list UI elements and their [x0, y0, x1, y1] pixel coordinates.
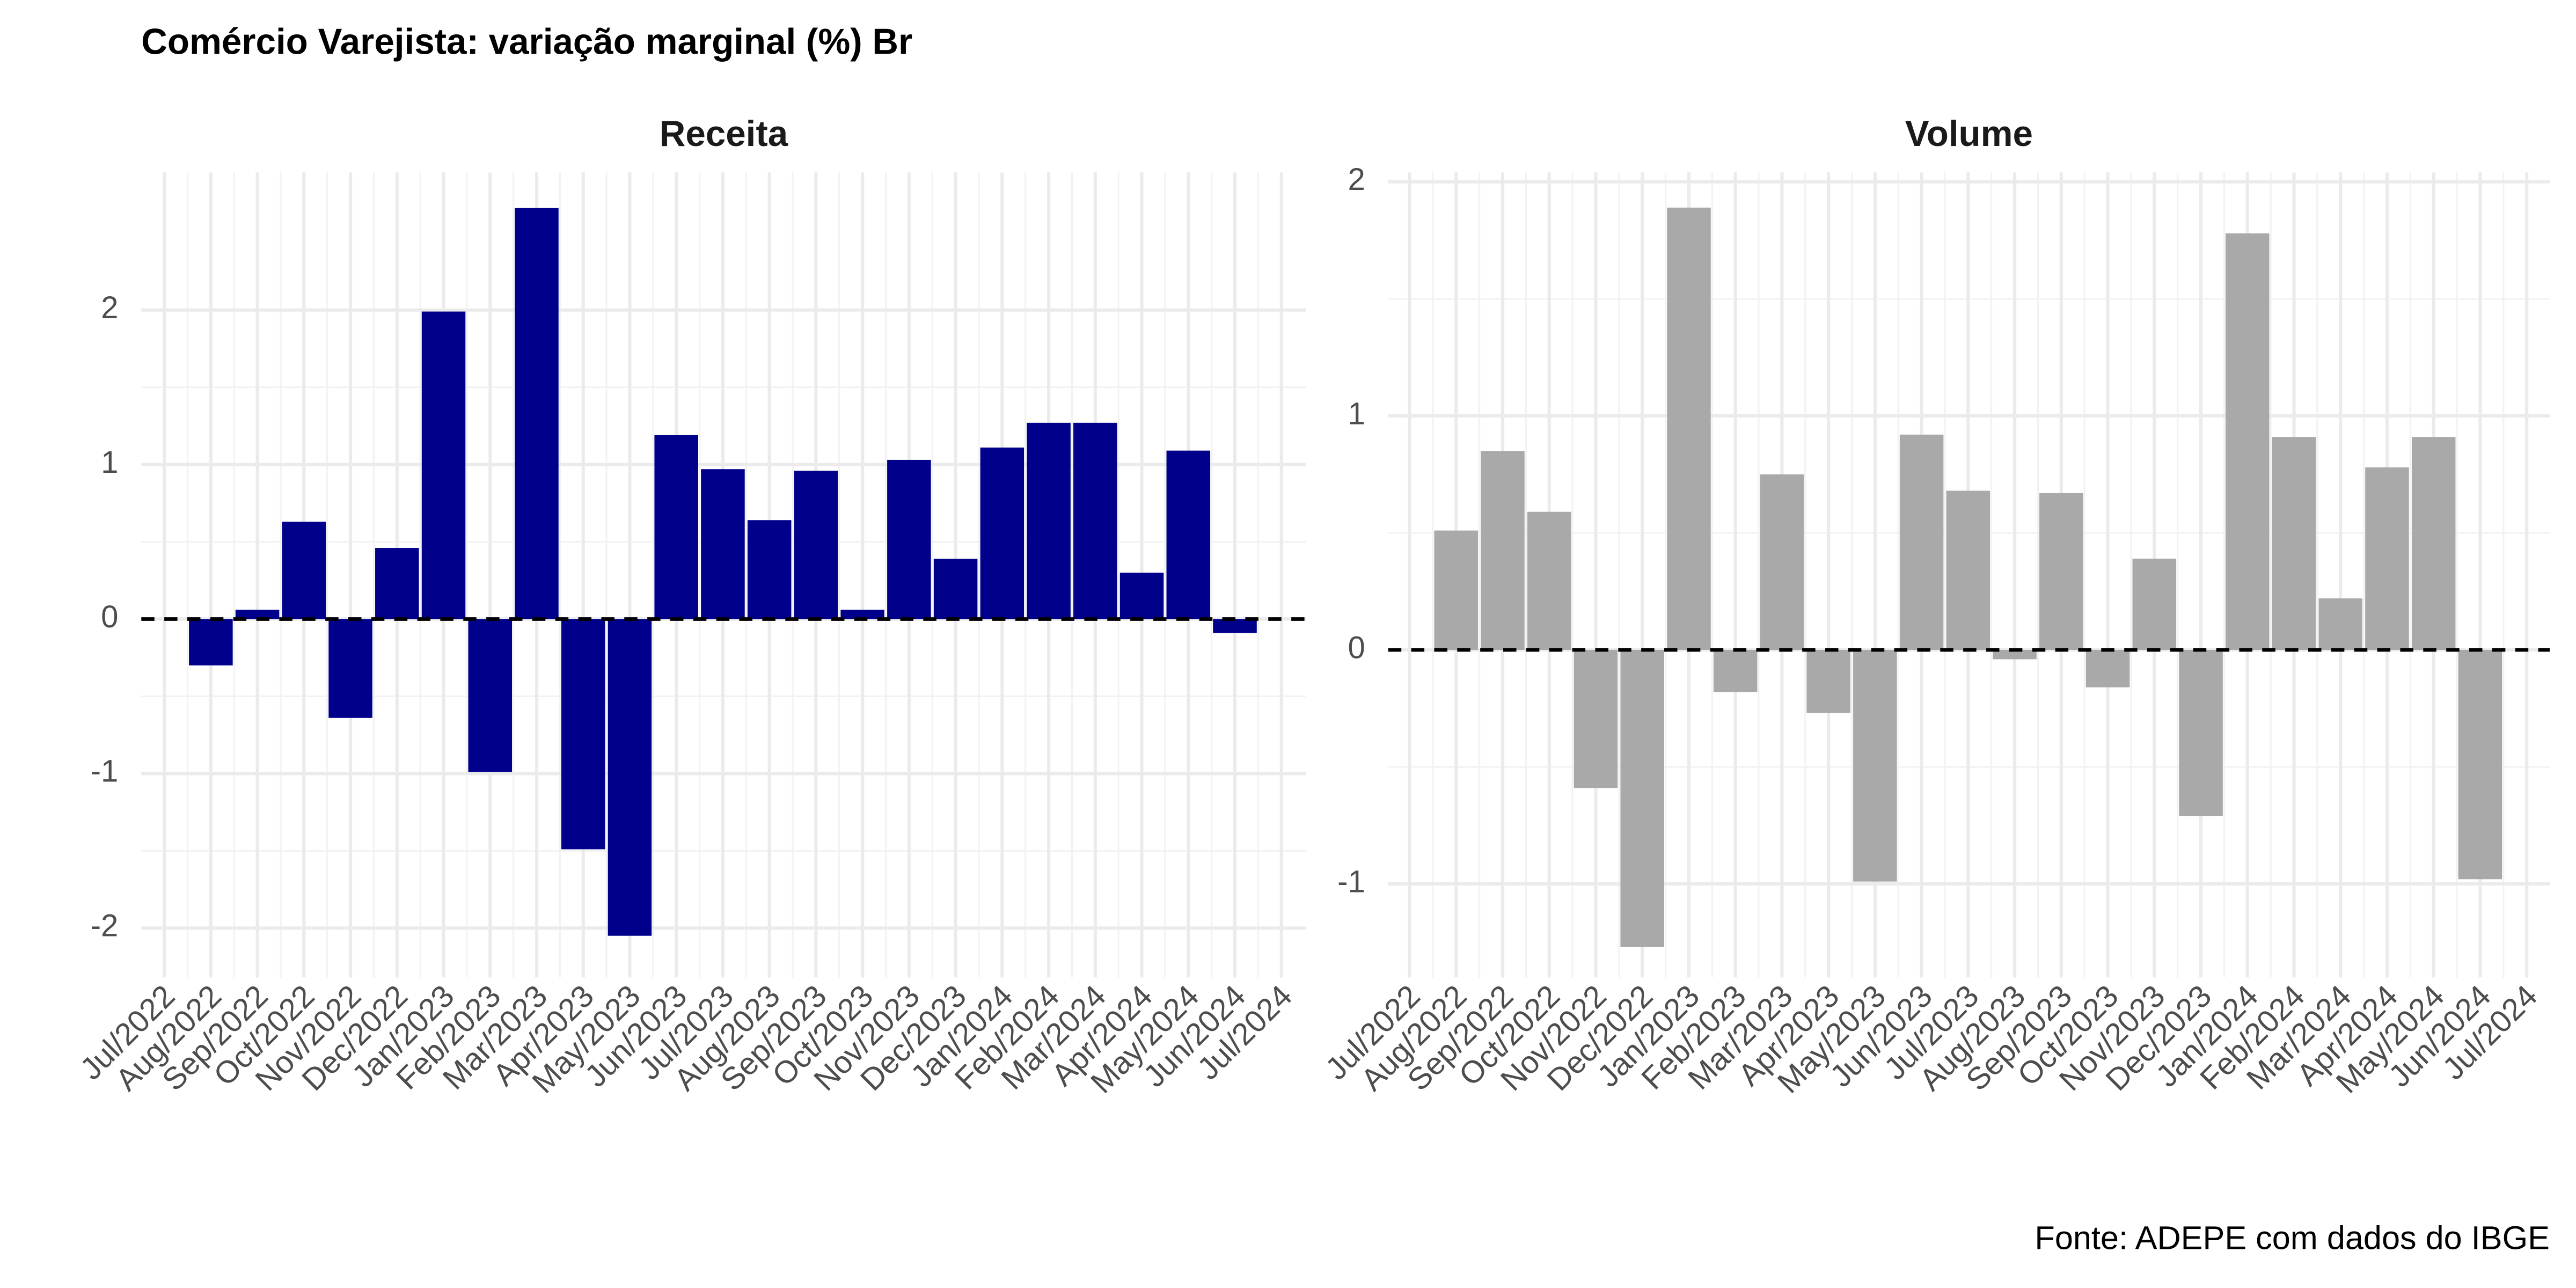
y-tick-label: -1	[91, 754, 119, 789]
bar	[2318, 598, 2362, 650]
bar	[421, 311, 466, 619]
y-tick-label: 0	[1348, 630, 1365, 665]
bar	[1993, 649, 2037, 660]
bar	[1574, 649, 1618, 788]
bar	[468, 619, 513, 772]
bar	[1760, 474, 1804, 650]
bar	[1946, 491, 1990, 650]
panel-title: Receita	[660, 114, 788, 154]
y-tick-label: 2	[101, 290, 118, 325]
bar	[2272, 437, 2316, 650]
y-tick-label: -2	[91, 909, 119, 943]
bar	[887, 459, 931, 619]
bar	[1027, 422, 1071, 619]
bar	[1073, 422, 1117, 619]
y-tick-label: 2	[1348, 162, 1365, 197]
caption: Fonte: ADEPE com dados do IBGE	[2035, 1219, 2550, 1256]
bar	[189, 619, 233, 665]
bar	[2458, 649, 2502, 880]
bar	[1213, 619, 1257, 633]
bar	[2225, 233, 2270, 650]
bar	[515, 208, 559, 619]
chart-title: Comércio Varejista: variação marginal (%…	[141, 21, 912, 62]
bar	[2365, 467, 2409, 650]
bar	[1713, 649, 1758, 692]
bar	[1166, 450, 1211, 619]
bar	[1434, 530, 1479, 650]
bar	[1806, 649, 1850, 713]
bar	[282, 522, 326, 619]
bar	[561, 619, 605, 850]
bar	[1481, 451, 1525, 650]
bar	[235, 610, 280, 619]
bar	[2039, 493, 2083, 650]
bar	[840, 610, 884, 619]
y-tick-label: 1	[1348, 396, 1365, 431]
bar	[2085, 649, 2130, 687]
y-tick-label: 0	[101, 599, 118, 634]
y-tick-label: 1	[101, 445, 118, 480]
bar	[375, 548, 419, 619]
bar	[654, 435, 698, 619]
bar	[2132, 558, 2177, 650]
bar	[608, 619, 652, 936]
bar	[1853, 649, 1897, 882]
bar	[1899, 434, 1944, 650]
bar	[1620, 649, 1664, 947]
bar	[1527, 511, 1571, 650]
bar	[2179, 649, 2223, 816]
panel-title: Volume	[1905, 114, 2033, 154]
bar	[933, 559, 978, 619]
bar	[2411, 437, 2456, 650]
bar	[1667, 207, 1711, 650]
bar	[328, 619, 372, 718]
bar	[701, 469, 745, 619]
bar	[747, 520, 792, 619]
bar	[980, 447, 1024, 619]
y-tick-label: -1	[1337, 864, 1365, 899]
bar	[794, 471, 838, 619]
bar	[1119, 573, 1164, 619]
